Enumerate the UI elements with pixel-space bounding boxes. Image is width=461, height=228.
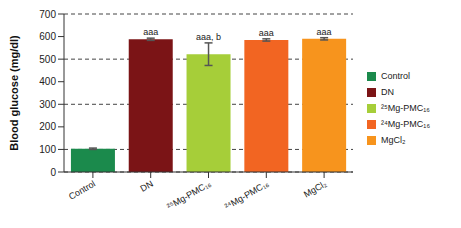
svg-text:aaa: aaa bbox=[317, 27, 332, 37]
svg-text:aaa: aaa bbox=[143, 27, 158, 37]
svg-text:aaa, b: aaa, b bbox=[196, 32, 221, 42]
svg-text:DN: DN bbox=[139, 179, 155, 194]
html-text:²⁵Mg-PMC₁₆: ²⁵Mg-PMC₁₆ bbox=[381, 103, 430, 113]
svg-text:0: 0 bbox=[50, 167, 56, 178]
svg-text:200: 200 bbox=[39, 121, 56, 132]
svg-text:²⁴Mg-PMC₁₆: ²⁴Mg-PMC₁₆ bbox=[223, 178, 271, 211]
svg-text:Control: Control bbox=[67, 179, 97, 202]
html-text:MgCl₂: MgCl₂ bbox=[381, 135, 406, 145]
svg-text:500: 500 bbox=[39, 54, 56, 65]
svg-text:700: 700 bbox=[39, 9, 56, 20]
svg-text:400: 400 bbox=[39, 76, 56, 87]
svg-text:Blood glucose (mg/dl): Blood glucose (mg/dl) bbox=[8, 35, 20, 151]
svg-text:300: 300 bbox=[39, 99, 56, 110]
svg-text:²⁵Mg-PMC₁₆: ²⁵Mg-PMC₁₆ bbox=[165, 178, 213, 211]
svg-text:100: 100 bbox=[39, 144, 56, 155]
svg-text:600: 600 bbox=[39, 31, 56, 42]
html-text:²⁴Mg-PMC₁₆: ²⁴Mg-PMC₁₆ bbox=[381, 119, 430, 129]
html-text:Control: Control bbox=[381, 71, 410, 81]
svg-text:aaa: aaa bbox=[259, 28, 274, 38]
html-text:DN: DN bbox=[381, 87, 394, 97]
svg-text:MgCl₂: MgCl₂ bbox=[302, 178, 329, 199]
